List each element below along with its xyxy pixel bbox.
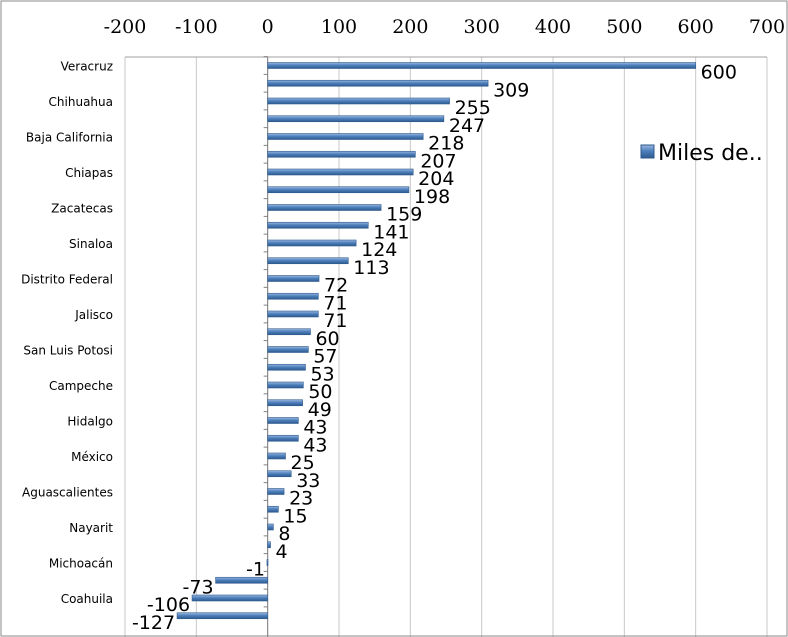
data-label: 247 — [449, 115, 485, 137]
bar — [267, 239, 357, 247]
bar — [267, 505, 279, 513]
data-label: 43 — [303, 434, 327, 456]
x-tick-label: 200 — [392, 16, 428, 38]
category-label: Aguascalientes — [22, 486, 113, 500]
bar — [267, 186, 410, 194]
x-tick-label: 600 — [678, 16, 714, 38]
category-label: Baja California — [26, 131, 113, 145]
x-tick-label: 700 — [749, 16, 785, 38]
bar — [267, 523, 274, 531]
bar — [267, 62, 696, 69]
data-label: 71 — [323, 292, 347, 314]
data-label: 8 — [278, 523, 290, 545]
bar — [267, 292, 319, 300]
bar — [267, 133, 424, 140]
category-label: Chiapas — [65, 166, 113, 180]
data-label: 53 — [310, 363, 334, 385]
bar — [267, 399, 303, 407]
x-tick-label: 0 — [262, 16, 274, 38]
category-label: Coahuila — [61, 592, 113, 606]
data-label: -127 — [132, 612, 175, 634]
labels: -200 -100 0 100 200 300 400 500 600 700 600 Veracru… — [21, 16, 785, 634]
data-label: 23 — [289, 488, 313, 510]
data-label: 4 — [276, 541, 288, 563]
bar — [267, 79, 489, 87]
bar — [267, 452, 286, 460]
bar — [267, 328, 311, 336]
data-label: 309 — [493, 79, 529, 101]
legend-swatch — [640, 144, 655, 159]
data-label: 218 — [428, 133, 464, 155]
data-label: 204 — [418, 168, 454, 190]
category-label: Michoacán — [49, 557, 113, 571]
category-label: México — [71, 450, 113, 464]
bar — [215, 576, 268, 584]
bar — [267, 97, 450, 105]
x-tick-label: -200 — [104, 16, 147, 38]
data-label: -106 — [147, 594, 190, 616]
bars — [176, 62, 696, 620]
category-label: Nayarit — [69, 521, 113, 535]
category-label: Veracruz — [61, 60, 113, 74]
legend-label: Miles de.. — [658, 141, 763, 166]
bar — [267, 381, 304, 389]
x-tick-label: 500 — [606, 16, 642, 38]
x-tick-label: 300 — [464, 16, 500, 38]
data-label: 124 — [361, 239, 397, 261]
data-label: 33 — [296, 470, 320, 492]
bar — [176, 612, 268, 620]
bar — [267, 470, 292, 478]
data-label: 15 — [283, 505, 307, 527]
data-label: 600 — [701, 62, 737, 84]
data-label: 71 — [323, 310, 347, 332]
data-label: 43 — [303, 417, 327, 439]
data-label: 113 — [353, 257, 389, 279]
category-label: San Luis Potosi — [23, 344, 113, 358]
x-tick-label: 100 — [321, 16, 357, 38]
bar — [267, 363, 306, 371]
bar — [267, 257, 349, 265]
data-label: 60 — [315, 328, 339, 350]
bar — [267, 221, 369, 229]
data-label: 255 — [455, 97, 491, 119]
bar — [267, 488, 285, 495]
bar — [267, 275, 320, 282]
data-label: 141 — [373, 221, 409, 243]
category-label: Hidalgo — [67, 415, 113, 429]
bar — [267, 310, 319, 318]
data-label: 159 — [386, 204, 422, 226]
bar — [267, 204, 382, 211]
category-label: Chihuahua — [49, 95, 113, 109]
bar — [267, 417, 299, 424]
category-label: Campeche — [49, 379, 113, 393]
bar — [267, 150, 416, 158]
data-label: 57 — [313, 346, 337, 368]
bar — [267, 346, 309, 353]
bar — [267, 541, 271, 549]
x-tick-label: 400 — [535, 16, 571, 38]
legend: Miles de.. — [640, 141, 763, 166]
category-label: Sinaloa — [69, 237, 113, 251]
data-label: 198 — [414, 186, 450, 208]
bar — [266, 559, 269, 566]
data-label: 49 — [308, 399, 332, 421]
category-label: Jalisco — [74, 308, 113, 322]
data-label: 72 — [324, 275, 348, 297]
bar — [191, 594, 268, 602]
data-label: 25 — [291, 452, 315, 474]
category-label: Distrito Federal — [21, 273, 113, 287]
data-label: 50 — [308, 381, 332, 403]
data-label: -1 — [246, 559, 265, 581]
category-label: Zacatecas — [51, 202, 113, 216]
data-label: -73 — [183, 576, 214, 598]
data-label: 207 — [420, 150, 456, 172]
bar — [267, 115, 445, 123]
bar — [267, 434, 299, 442]
x-tick-label: -100 — [175, 16, 218, 38]
bar — [267, 168, 414, 176]
